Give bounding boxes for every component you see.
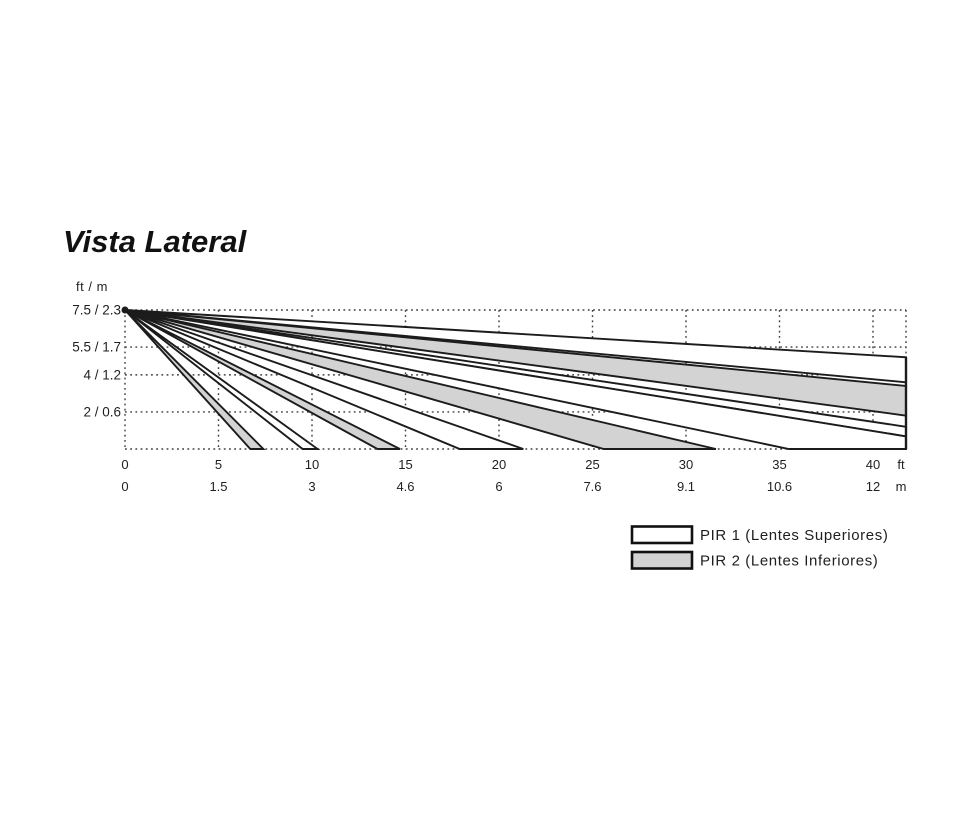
x-tick-label-ft: 25: [585, 457, 599, 472]
x-tick-label-ft: 10: [305, 457, 319, 472]
x-tick-label-ft: 5: [215, 457, 222, 472]
y-tick-label: 5.5 / 1.7: [72, 340, 121, 355]
x-tick-label-m: 6: [495, 479, 502, 494]
beam-pir2: [124, 309, 717, 450]
beam-pir1: [124, 309, 321, 450]
beam-pir1: [124, 309, 524, 450]
legend-label: PIR 1 (Lentes Superiores): [700, 527, 888, 544]
x-tick-label-m: 12: [866, 479, 880, 494]
legend-swatch-gray: [630, 550, 694, 570]
x-tick-label-m: 7.6: [583, 479, 601, 494]
x-tick-label-ft: 20: [492, 457, 506, 472]
legend-label: PIR 2 (Lentes Inferiores): [700, 553, 878, 570]
page-title: Vista Lateral: [63, 224, 247, 259]
x-tick-label-m: 3: [308, 479, 315, 494]
x-tick-label-m: 10.6: [767, 479, 792, 494]
x-tick-label-ft: 40: [866, 457, 880, 472]
x-tick-label-ft: 0: [121, 457, 128, 472]
x-tick-label-m: 9.1: [677, 479, 695, 494]
x-tick-label-m: 4.6: [396, 479, 414, 494]
x-tick-label-ft: 30: [679, 457, 693, 472]
x-axis-unit-m: m: [896, 479, 907, 494]
x-tick-label-m: 1.5: [209, 479, 227, 494]
y-tick-label: 4 / 1.2: [83, 367, 121, 382]
beam-pir2: [124, 309, 266, 450]
legend-swatch-white: [630, 525, 694, 545]
axis-labels: ft / m 7.5 / 2.3 5.5 / 1.7 4 / 1.2 2 / 0.6 0 0…: [72, 279, 906, 494]
beam-pir2: [124, 309, 401, 450]
y-tick-label: 2 / 0.6: [83, 404, 121, 419]
x-tick-label-ft: 35: [772, 457, 786, 472]
y-tick-label: 7.5 / 2.3: [72, 303, 121, 318]
x-tick-label-m: 0: [121, 479, 128, 494]
y-axis-unit-label: ft / m: [76, 279, 108, 294]
x-tick-label-ft: 15: [398, 457, 412, 472]
beam-fan: [121, 306, 908, 450]
sensor-origin: [121, 306, 129, 314]
x-axis-unit-ft: ft: [897, 457, 905, 472]
legend: PIR 1 (Lentes Superiores) PIR 2 (Lentes I…: [630, 525, 888, 570]
